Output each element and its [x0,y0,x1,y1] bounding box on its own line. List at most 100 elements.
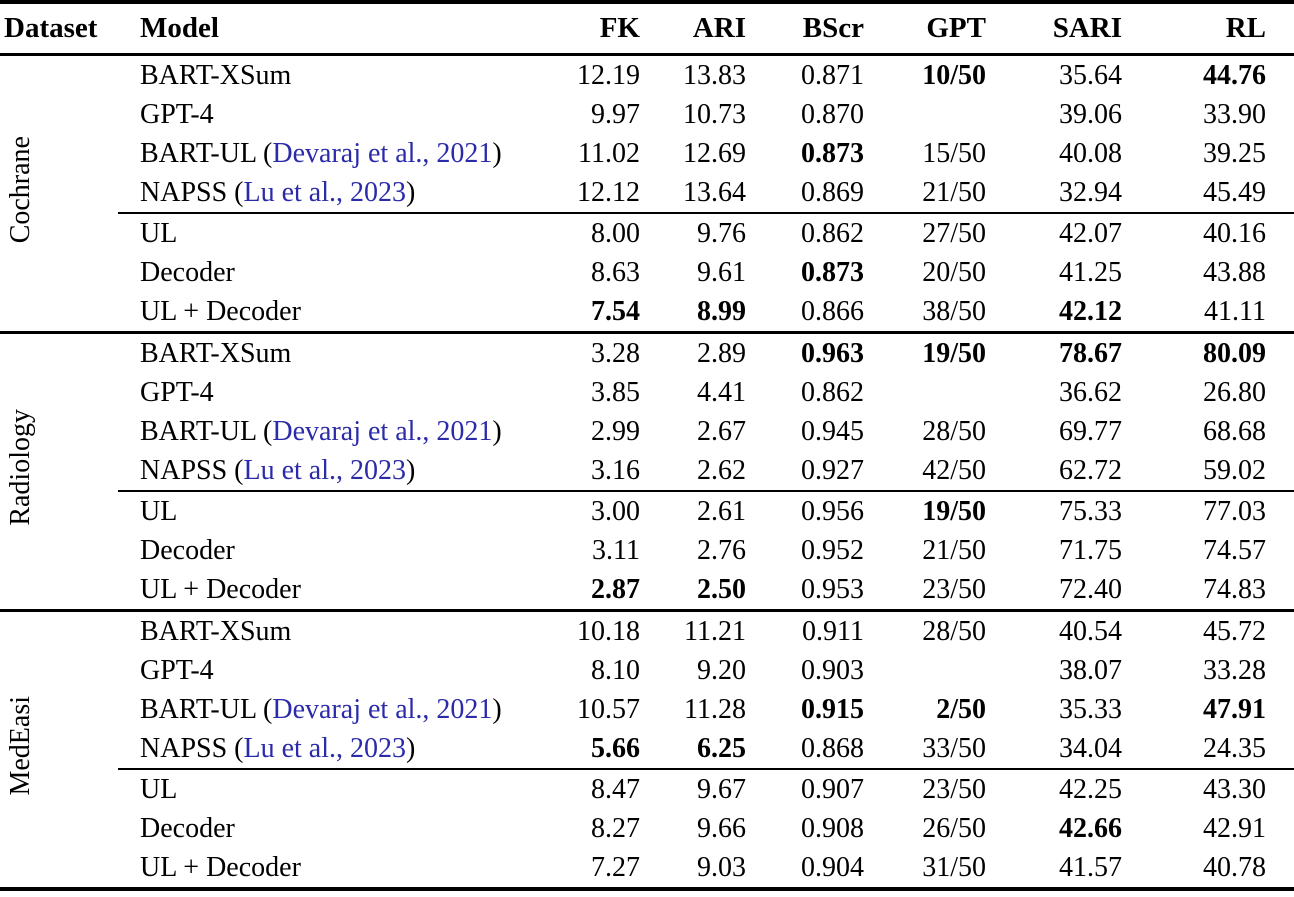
metric-value-gpt: 10/50 [922,59,986,91]
metric-value-gpt: 38/50 [922,295,986,327]
metric-value-bscr: 0.904 [801,851,864,883]
metric-value-ari: 11.28 [684,693,746,725]
metric-value-sari: 35.64 [1059,59,1122,91]
metric-value-bscr: 0.915 [801,693,864,725]
table-row: UL 3.00 2.61 0.956 19/50 75.33 77.03 [0,490,1294,531]
model-name: UL [140,217,178,249]
metric-value-ari: 9.76 [646,212,752,253]
model-cell: NAPSS (Lu et al., 2023) [140,454,416,486]
metric-value-gpt: 42/50 [922,454,986,486]
metric-value-ari: 2.50 [697,573,746,605]
metric-value-rl: 40.16 [1128,212,1294,253]
model-cell: UL [118,768,558,809]
model-name: Decoder [140,812,235,844]
table-row: GPT-4 8.10 9.20 0.903 38.07 33.28 [0,651,1294,690]
metric-value-fk: 9.97 [591,98,640,130]
metric-value-rl: 59.02 [1203,454,1266,486]
metric-value-bscr: 0.871 [801,59,864,91]
metric-value-bscr: 0.869 [801,176,864,208]
citation-link[interactable]: Lu et al., 2023 [243,454,407,486]
section-radiology: Radiology BART-XSum 3.28 2.89 0.963 19/50 78.6… [0,332,1294,611]
metric-value-rl: 68.68 [1203,415,1266,447]
model-cell: UL [118,490,558,531]
model-cell: GPT-4 [118,95,558,134]
metric-value-gpt: 23/50 [870,768,992,809]
table-row: Radiology BART-XSum 3.28 2.89 0.963 19/50 78.6… [0,333,1294,526]
metric-value-rl: 45.72 [1203,615,1266,647]
dataset-cell: MedEasi [0,611,118,890]
model-cell: BART-UL (Devaraj et al., 2021) [140,415,502,447]
metric-value-bscr: 0.862 [801,376,864,408]
model-name: BART-UL [140,415,257,447]
model-name: GPT-4 [140,376,214,408]
model-name: BART-UL [140,137,257,169]
metric-value-sari: 39.06 [1059,98,1122,130]
model-cell: NAPSS (Lu et al., 2023) [140,176,416,208]
metric-value-ari: 9.20 [697,654,746,686]
metric-value-ari: 9.66 [697,812,746,844]
metric-value-bscr: 0.963 [801,337,864,369]
metric-value-gpt: 31/50 [922,851,986,883]
metric-value-fk: 8.63 [591,256,640,288]
metric-value-sari: 42.25 [992,768,1128,809]
metric-value-fk: 8.00 [558,212,646,253]
metric-value-rl: 33.90 [1203,98,1266,130]
metric-value-bscr: 0.956 [752,490,870,531]
metric-value-sari: 42.12 [1059,295,1122,327]
metric-value-sari: 71.75 [1059,534,1122,566]
column-header-fk: FK [558,2,646,56]
metric-value-fk: 8.47 [558,768,646,809]
metric-value-fk: 3.85 [591,376,640,408]
citation-link[interactable]: Devaraj et al., 2021 [272,137,493,169]
citation-link[interactable]: Devaraj et al., 2021 [272,693,493,725]
table-row: BART-UL (Devaraj et al., 2021) 10.57 11.28… [0,690,1294,729]
table-row: BART-UL (Devaraj et al., 2021) 2.99 2.67 0.… [0,412,1294,451]
model-name: NAPSS [140,454,228,486]
model-name: BART-UL [140,693,257,725]
metric-value-gpt: 21/50 [922,176,986,208]
table-row: UL + Decoder 2.87 2.50 0.953 23/50 72.40 74.83 [0,570,1294,611]
metric-value-ari: 2.67 [697,415,746,447]
section-medeasi: MedEasi BART-XSum 10.18 11.21 0.911 28/50 40.5… [0,610,1294,890]
metric-value-sari: 36.62 [1059,376,1122,408]
metric-value-sari: 72.40 [1059,573,1122,605]
metric-value-rl: 77.03 [1128,490,1294,531]
metric-value-fk: 12.12 [577,176,640,208]
citation-link[interactable]: Lu et al., 2023 [243,732,407,764]
metric-value-rl: 45.49 [1203,176,1266,208]
table-row: NAPSS (Lu et al., 2023) 12.12 13.64 0.869 21… [0,173,1294,213]
table-row: UL + Decoder 7.27 9.03 0.904 31/50 41.57 40.78 [0,848,1294,889]
metric-value-ari: 2.89 [697,337,746,369]
model-name: UL [140,495,178,527]
citation-link[interactable]: Lu et al., 2023 [243,176,407,208]
metric-value-gpt: 28/50 [922,415,986,447]
metric-value-gpt: 19/50 [922,337,986,369]
model-name: Decoder [140,256,235,288]
model-name: Decoder [140,534,235,566]
model-name: UL + Decoder [140,851,301,883]
metric-value-gpt: 27/50 [870,212,992,253]
column-header-model: Model [118,2,558,56]
metric-value-gpt: 26/50 [922,812,986,844]
metric-value-gpt: 33/50 [922,732,986,764]
citation-link[interactable]: Devaraj et al., 2021 [272,415,493,447]
metric-value-rl: 74.83 [1203,573,1266,605]
metric-value-ari: 9.03 [697,851,746,883]
metric-value-bscr: 0.903 [801,654,864,686]
header-row: Dataset Model FK ARI BScr GPT SARI RL [0,2,1294,56]
metric-value-gpt: 19/50 [870,490,992,531]
metric-value-gpt: 28/50 [922,615,986,647]
model-cell: GPT-4 [118,651,558,690]
metric-value-rl: 74.57 [1203,534,1266,566]
metric-value-fk: 3.11 [592,534,640,566]
metric-value-fk: 10.18 [577,615,640,647]
column-header-rl: RL [1128,2,1294,56]
metric-value-rl: 33.28 [1203,654,1266,686]
table-row: Decoder 8.63 9.61 0.873 20/50 41.25 43.88 [0,253,1294,292]
column-header-ari: ARI [646,2,752,56]
model-cell: Decoder [118,531,558,570]
metric-value-rl: 24.35 [1203,732,1266,764]
metric-value-fk: 12.19 [577,59,640,91]
metric-value-bscr: 0.911 [802,615,864,647]
